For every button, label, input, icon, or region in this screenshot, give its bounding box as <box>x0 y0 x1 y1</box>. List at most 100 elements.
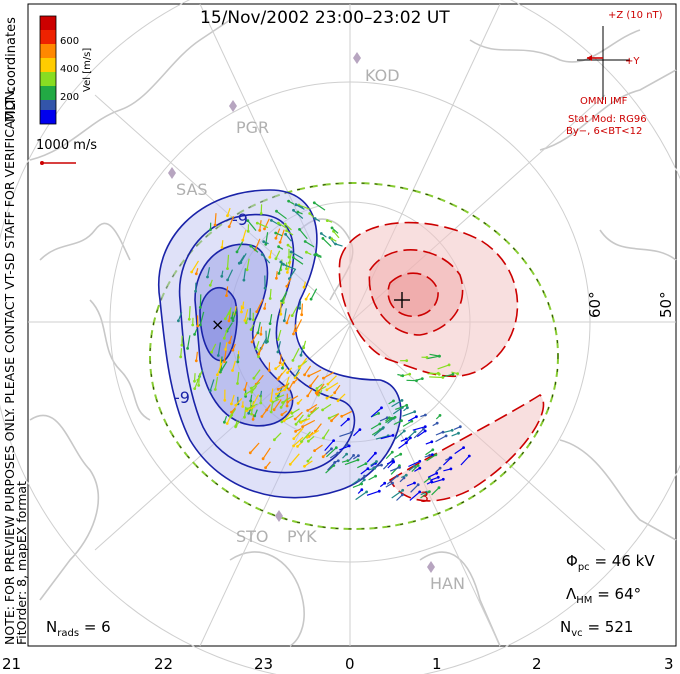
velocity-vector <box>316 383 325 395</box>
vector-origin <box>313 217 317 220</box>
vector-origin <box>418 490 422 494</box>
vector-origin <box>292 444 295 448</box>
vector-origin <box>405 403 409 407</box>
vector-origin <box>400 399 404 402</box>
vector-origin <box>305 250 308 254</box>
vector-origin <box>388 416 391 420</box>
velocity-vector <box>360 468 369 475</box>
velocity-vector <box>333 230 340 239</box>
velocity-vector <box>275 250 281 259</box>
vector-origin <box>322 376 325 380</box>
velocity-vector <box>258 343 265 355</box>
velocity-vector <box>195 351 198 361</box>
vector-origin <box>374 474 377 478</box>
vector-origin <box>225 294 228 297</box>
vector-origin <box>255 310 259 313</box>
vector-origin <box>438 466 442 470</box>
velocity-vector <box>271 219 282 227</box>
vector-origin <box>245 268 249 272</box>
velocity-vector <box>254 238 261 251</box>
vector-origin <box>423 425 427 429</box>
vector-origin <box>226 214 229 218</box>
vector-origin <box>274 257 278 261</box>
velocity-vector <box>407 416 417 422</box>
plot-frame <box>27 3 677 647</box>
vector-origin <box>315 387 319 390</box>
velocity-vector <box>295 414 304 425</box>
velocity-vector <box>188 306 191 320</box>
velocity-vector <box>310 375 319 387</box>
vector-origin <box>345 452 348 456</box>
velocity-vector <box>284 376 290 390</box>
vector-origin <box>314 252 318 256</box>
velocity-vector <box>279 229 285 243</box>
velocity-vector <box>437 364 450 370</box>
vector-origin <box>224 348 227 351</box>
vector-origin <box>230 402 233 406</box>
velocity-vectors <box>177 199 471 501</box>
velocity-vector <box>226 322 233 332</box>
vector-origin <box>450 428 454 432</box>
velocity-vector <box>429 372 440 375</box>
velocity-vector <box>292 257 304 265</box>
velocity-vector <box>236 371 240 384</box>
velocity-vector <box>273 432 282 441</box>
vector-origin <box>336 451 340 455</box>
vector-origin <box>307 439 310 443</box>
velocity-colorbar <box>39 15 57 125</box>
station-pgr: PGR <box>236 118 270 137</box>
velocity-vector <box>326 382 339 391</box>
vector-origin <box>196 324 200 328</box>
velocity-vector <box>209 379 215 391</box>
vector-origin <box>457 431 460 435</box>
vector-origin <box>313 449 316 452</box>
vector-origin <box>292 380 296 384</box>
velocity-vector <box>236 241 244 253</box>
vector-origin <box>213 388 217 391</box>
vector-origin <box>462 446 465 449</box>
vector-origin <box>314 391 318 395</box>
vector-origin <box>356 458 360 462</box>
vector-origin <box>228 341 232 344</box>
velocity-vector <box>460 455 470 466</box>
vector-origin <box>287 255 291 259</box>
velocity-vector <box>304 240 315 248</box>
vector-origin <box>276 387 280 391</box>
velocity-vector <box>294 368 301 377</box>
vector-origin <box>194 272 198 276</box>
vector-origin <box>449 456 453 460</box>
velocity-vector <box>408 460 421 468</box>
latitude-label-50: 50° <box>657 291 675 318</box>
vector-origin <box>422 427 425 431</box>
velocity-vector <box>227 269 234 281</box>
vector-origin <box>222 360 226 363</box>
vector-origin <box>413 430 417 433</box>
vector-origin <box>279 406 283 409</box>
velocity-vector <box>291 408 300 414</box>
velocity-vector <box>370 423 381 430</box>
velocity-vector <box>300 418 311 423</box>
vector-origin <box>294 329 298 332</box>
vector-origin <box>294 422 298 426</box>
velocity-vector <box>251 394 260 407</box>
vector-origin <box>416 464 420 467</box>
vector-origin <box>302 285 306 289</box>
vector-origin <box>198 306 202 309</box>
velocity-vector <box>322 237 332 248</box>
vector-origin <box>241 238 245 242</box>
vector-origin <box>467 454 471 458</box>
mlt-label-23: 23 <box>254 655 274 673</box>
velocity-vector <box>308 369 322 377</box>
velocity-vector <box>223 349 227 362</box>
vector-origin <box>272 408 276 412</box>
velocity-vector <box>380 434 394 440</box>
station-sas: SAS <box>176 180 208 199</box>
svg-text:×: × <box>211 315 224 334</box>
vector-origin <box>449 467 453 471</box>
vector-origin <box>413 464 416 468</box>
vector-origin <box>437 372 441 376</box>
vector-origin <box>456 372 459 376</box>
vector-origin <box>298 306 302 310</box>
velocity-vector <box>366 490 380 496</box>
vector-origin <box>381 427 384 430</box>
